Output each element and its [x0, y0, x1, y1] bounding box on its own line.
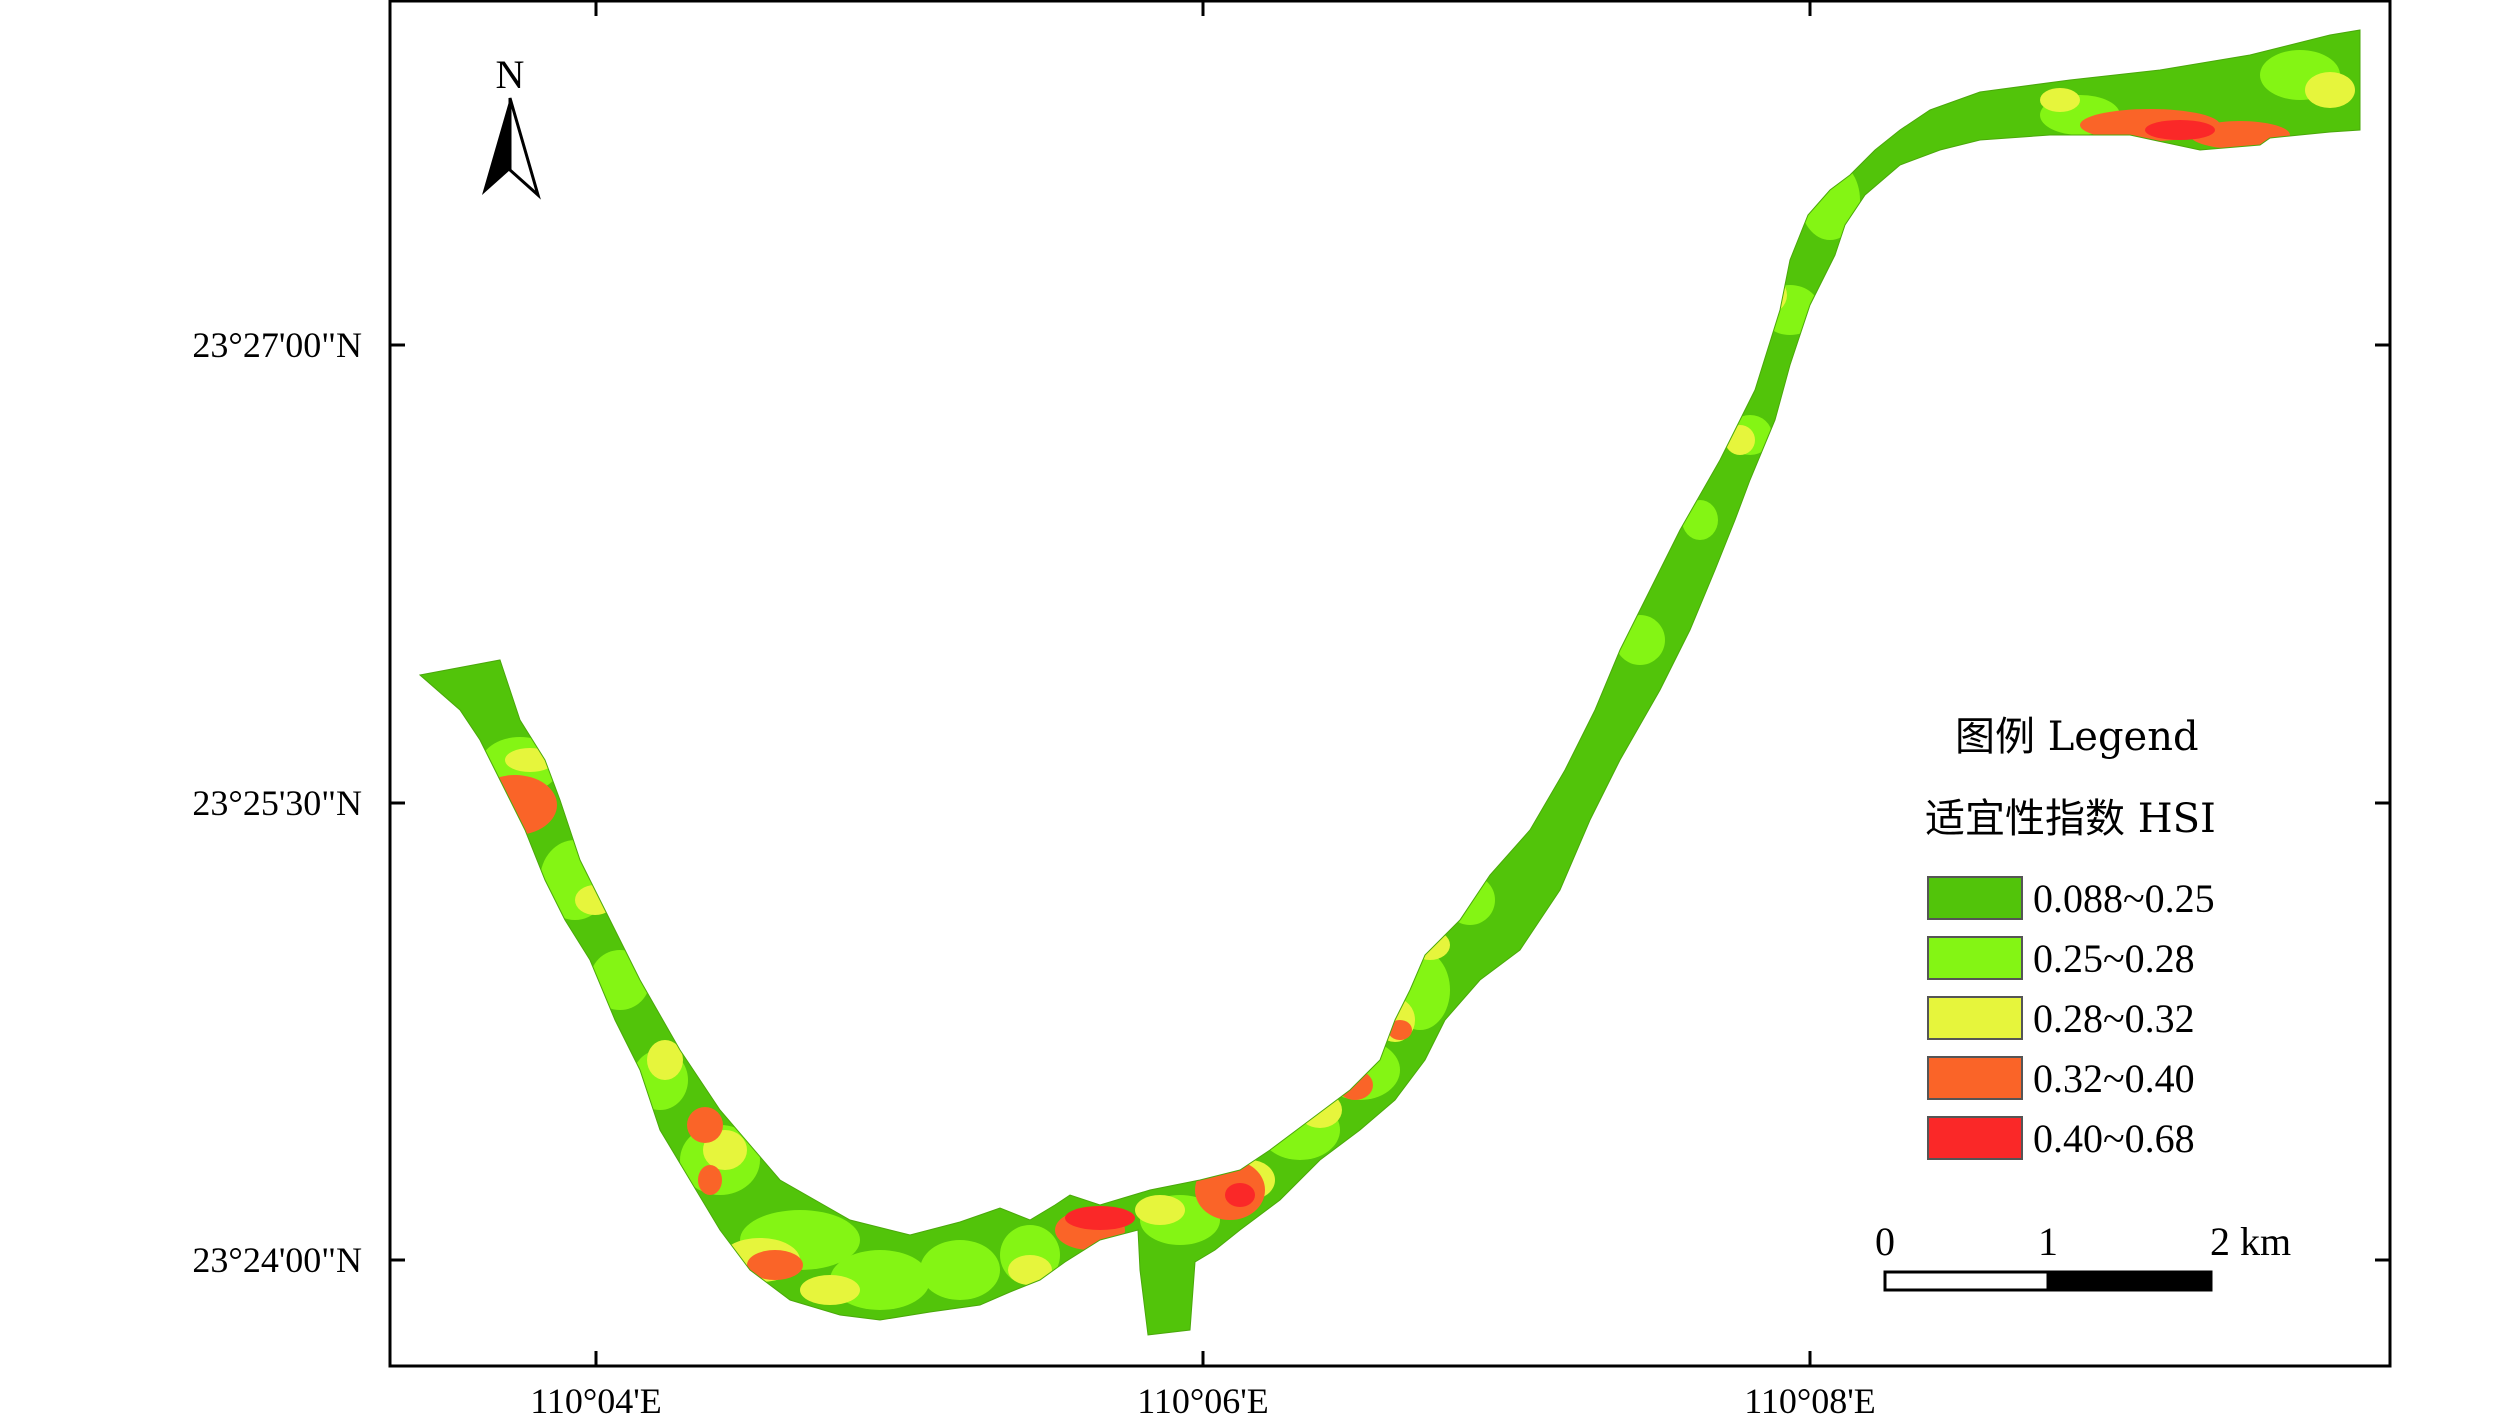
scale-label-1: 1 [2038, 1219, 2058, 1264]
scale-label-0: 0 [1875, 1219, 1895, 1264]
lon-label-3: 110°08'E [1744, 1381, 1876, 1421]
scale-segment-black [2046, 1270, 2213, 1292]
scale-bar: 0 1 2 km [1875, 1219, 2291, 1292]
map-frame [388, 0, 2392, 1368]
river-outline [418, 29, 2361, 1336]
scale-label-2: 2 km [2210, 1219, 2291, 1264]
scale-segment-white [1883, 1270, 2050, 1292]
legend-swatch-5 [1927, 1116, 2023, 1160]
legend-label-3: 0.28~0.32 [2033, 996, 2195, 1041]
lat-label-1: 23°27'00"N [192, 325, 362, 365]
legend-swatch-3 [1927, 996, 2023, 1040]
lon-label-2: 110°06'E [1137, 1381, 1269, 1421]
river-hsi-raster [420, 30, 2360, 1335]
legend-label-5: 0.40~0.68 [2033, 1116, 2195, 1161]
legend-swatch-1 [1927, 876, 2023, 920]
lon-ticks [594, 1, 1812, 1366]
north-arrow-icon: N [482, 52, 541, 200]
legend-swatch-2 [1927, 936, 2023, 980]
lat-ticks [390, 343, 2390, 1262]
legend-label-1: 0.088~0.25 [2033, 876, 2215, 921]
lat-label-3: 23°24'00"N [192, 1240, 362, 1280]
north-label: N [496, 52, 525, 97]
legend: 图例 Legend 适宜性指数 HSI 0.088~0.25 0.25~0.28… [1925, 714, 2216, 1161]
lon-label-1: 110°04'E [530, 1381, 662, 1421]
lat-label-2: 23°25'30"N [192, 783, 362, 823]
legend-label-2: 0.25~0.28 [2033, 936, 2195, 981]
legend-swatch-4 [1927, 1056, 2023, 1100]
legend-label-4: 0.32~0.40 [2033, 1056, 2195, 1101]
legend-title: 图例 Legend [1955, 714, 2199, 760]
legend-subtitle: 适宜性指数 HSI [1925, 796, 2216, 842]
